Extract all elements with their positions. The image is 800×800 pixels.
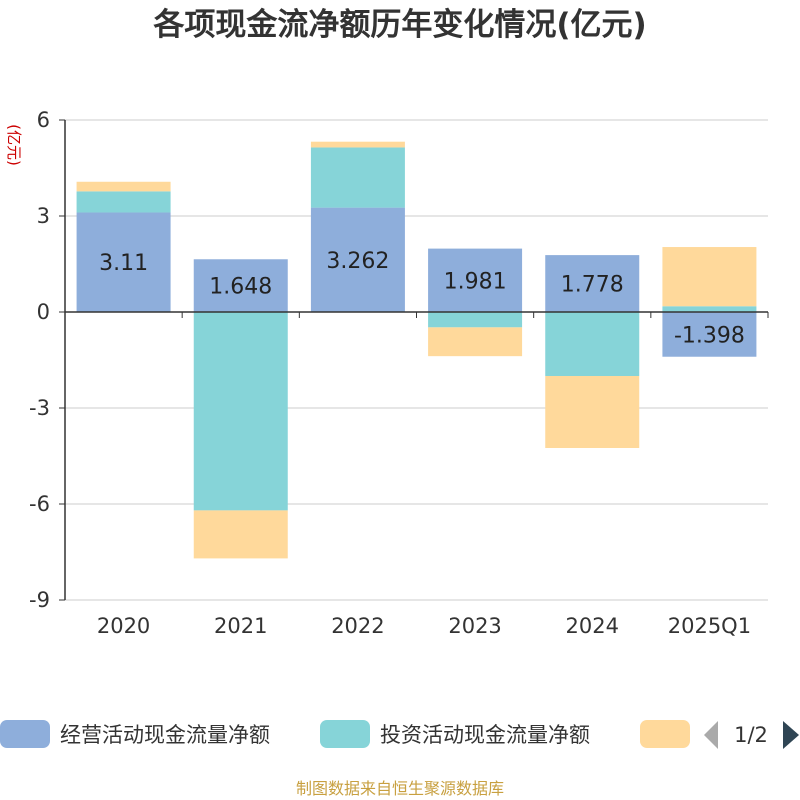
x-tick-label: 2023: [448, 614, 501, 638]
legend-prev-icon[interactable]: [704, 721, 718, 749]
y-tick-label: 0: [37, 300, 50, 324]
bar-series3-2023: [428, 327, 523, 357]
bar-series3-2020: [76, 181, 171, 192]
bar-series1-2022: [310, 207, 405, 312]
bar-series1-2020: [76, 212, 171, 312]
bar-series3-2024: [545, 376, 640, 448]
x-tick-label: 2021: [214, 614, 267, 638]
data-label: -1.398: [674, 323, 745, 348]
bar-series2-2020: [76, 191, 171, 213]
x-tick-label: 2020: [97, 614, 150, 638]
bars: [76, 141, 757, 559]
bar-series2-2021: [193, 312, 288, 511]
legend-swatch[interactable]: [320, 720, 370, 748]
gridlines: 6 3 0 -3 -6 -9: [29, 108, 768, 612]
bar-series1-2024: [545, 255, 640, 312]
data-labels: 3.11 1.648 3.262 1.981 1.778 -1.398: [99, 249, 745, 349]
bar-series1-2025Q1: [662, 312, 757, 357]
data-label: 1.778: [561, 273, 624, 298]
legend-swatch[interactable]: [0, 720, 50, 748]
data-label: 3.262: [326, 249, 389, 274]
y-tick-label: -6: [29, 492, 50, 516]
legend-page-indicator: 1/2: [734, 723, 768, 747]
bar-series1-2021: [193, 259, 288, 312]
data-label: 3.11: [99, 251, 148, 276]
x-tick-label: 2025Q1: [668, 614, 751, 638]
x-tick-label: 2024: [566, 614, 619, 638]
bar-series2-2024: [545, 312, 640, 376]
legend-label[interactable]: 投资活动现金流量净额: [380, 723, 590, 747]
y-tick-label: 6: [37, 108, 50, 132]
chart-title: 各项现金流净额历年变化情况(亿元): [152, 7, 646, 43]
bar-series1-2023: [428, 248, 523, 312]
data-label: 1.981: [444, 269, 507, 294]
legend-next-icon[interactable]: [783, 721, 799, 749]
bar-series3-2025Q1: [662, 247, 757, 307]
legend: 经营活动现金流量净额 投资活动现金流量净额 1/2: [0, 720, 799, 749]
bar-series2-2022: [310, 147, 405, 208]
legend-swatch[interactable]: [640, 720, 690, 748]
source-note: 制图数据来自恒生聚源数据库: [296, 779, 504, 798]
y-tick-label: 3: [37, 204, 50, 228]
axes: 2020 2021 2022 2023 2024 2025Q1: [64, 120, 769, 638]
legend-label[interactable]: 经营活动现金流量净额: [60, 723, 270, 747]
bar-series3-2021: [193, 510, 288, 559]
y-tick-label: -9: [29, 588, 50, 612]
bar-series2-2023: [428, 312, 523, 328]
y-tick-label: -3: [29, 396, 50, 420]
x-tick-label: 2022: [331, 614, 384, 638]
bar-series3-2022: [310, 141, 405, 148]
bar-series2-2025Q1: [662, 306, 757, 312]
data-label: 1.648: [209, 275, 272, 300]
y-axis-label: (亿元): [5, 124, 23, 166]
